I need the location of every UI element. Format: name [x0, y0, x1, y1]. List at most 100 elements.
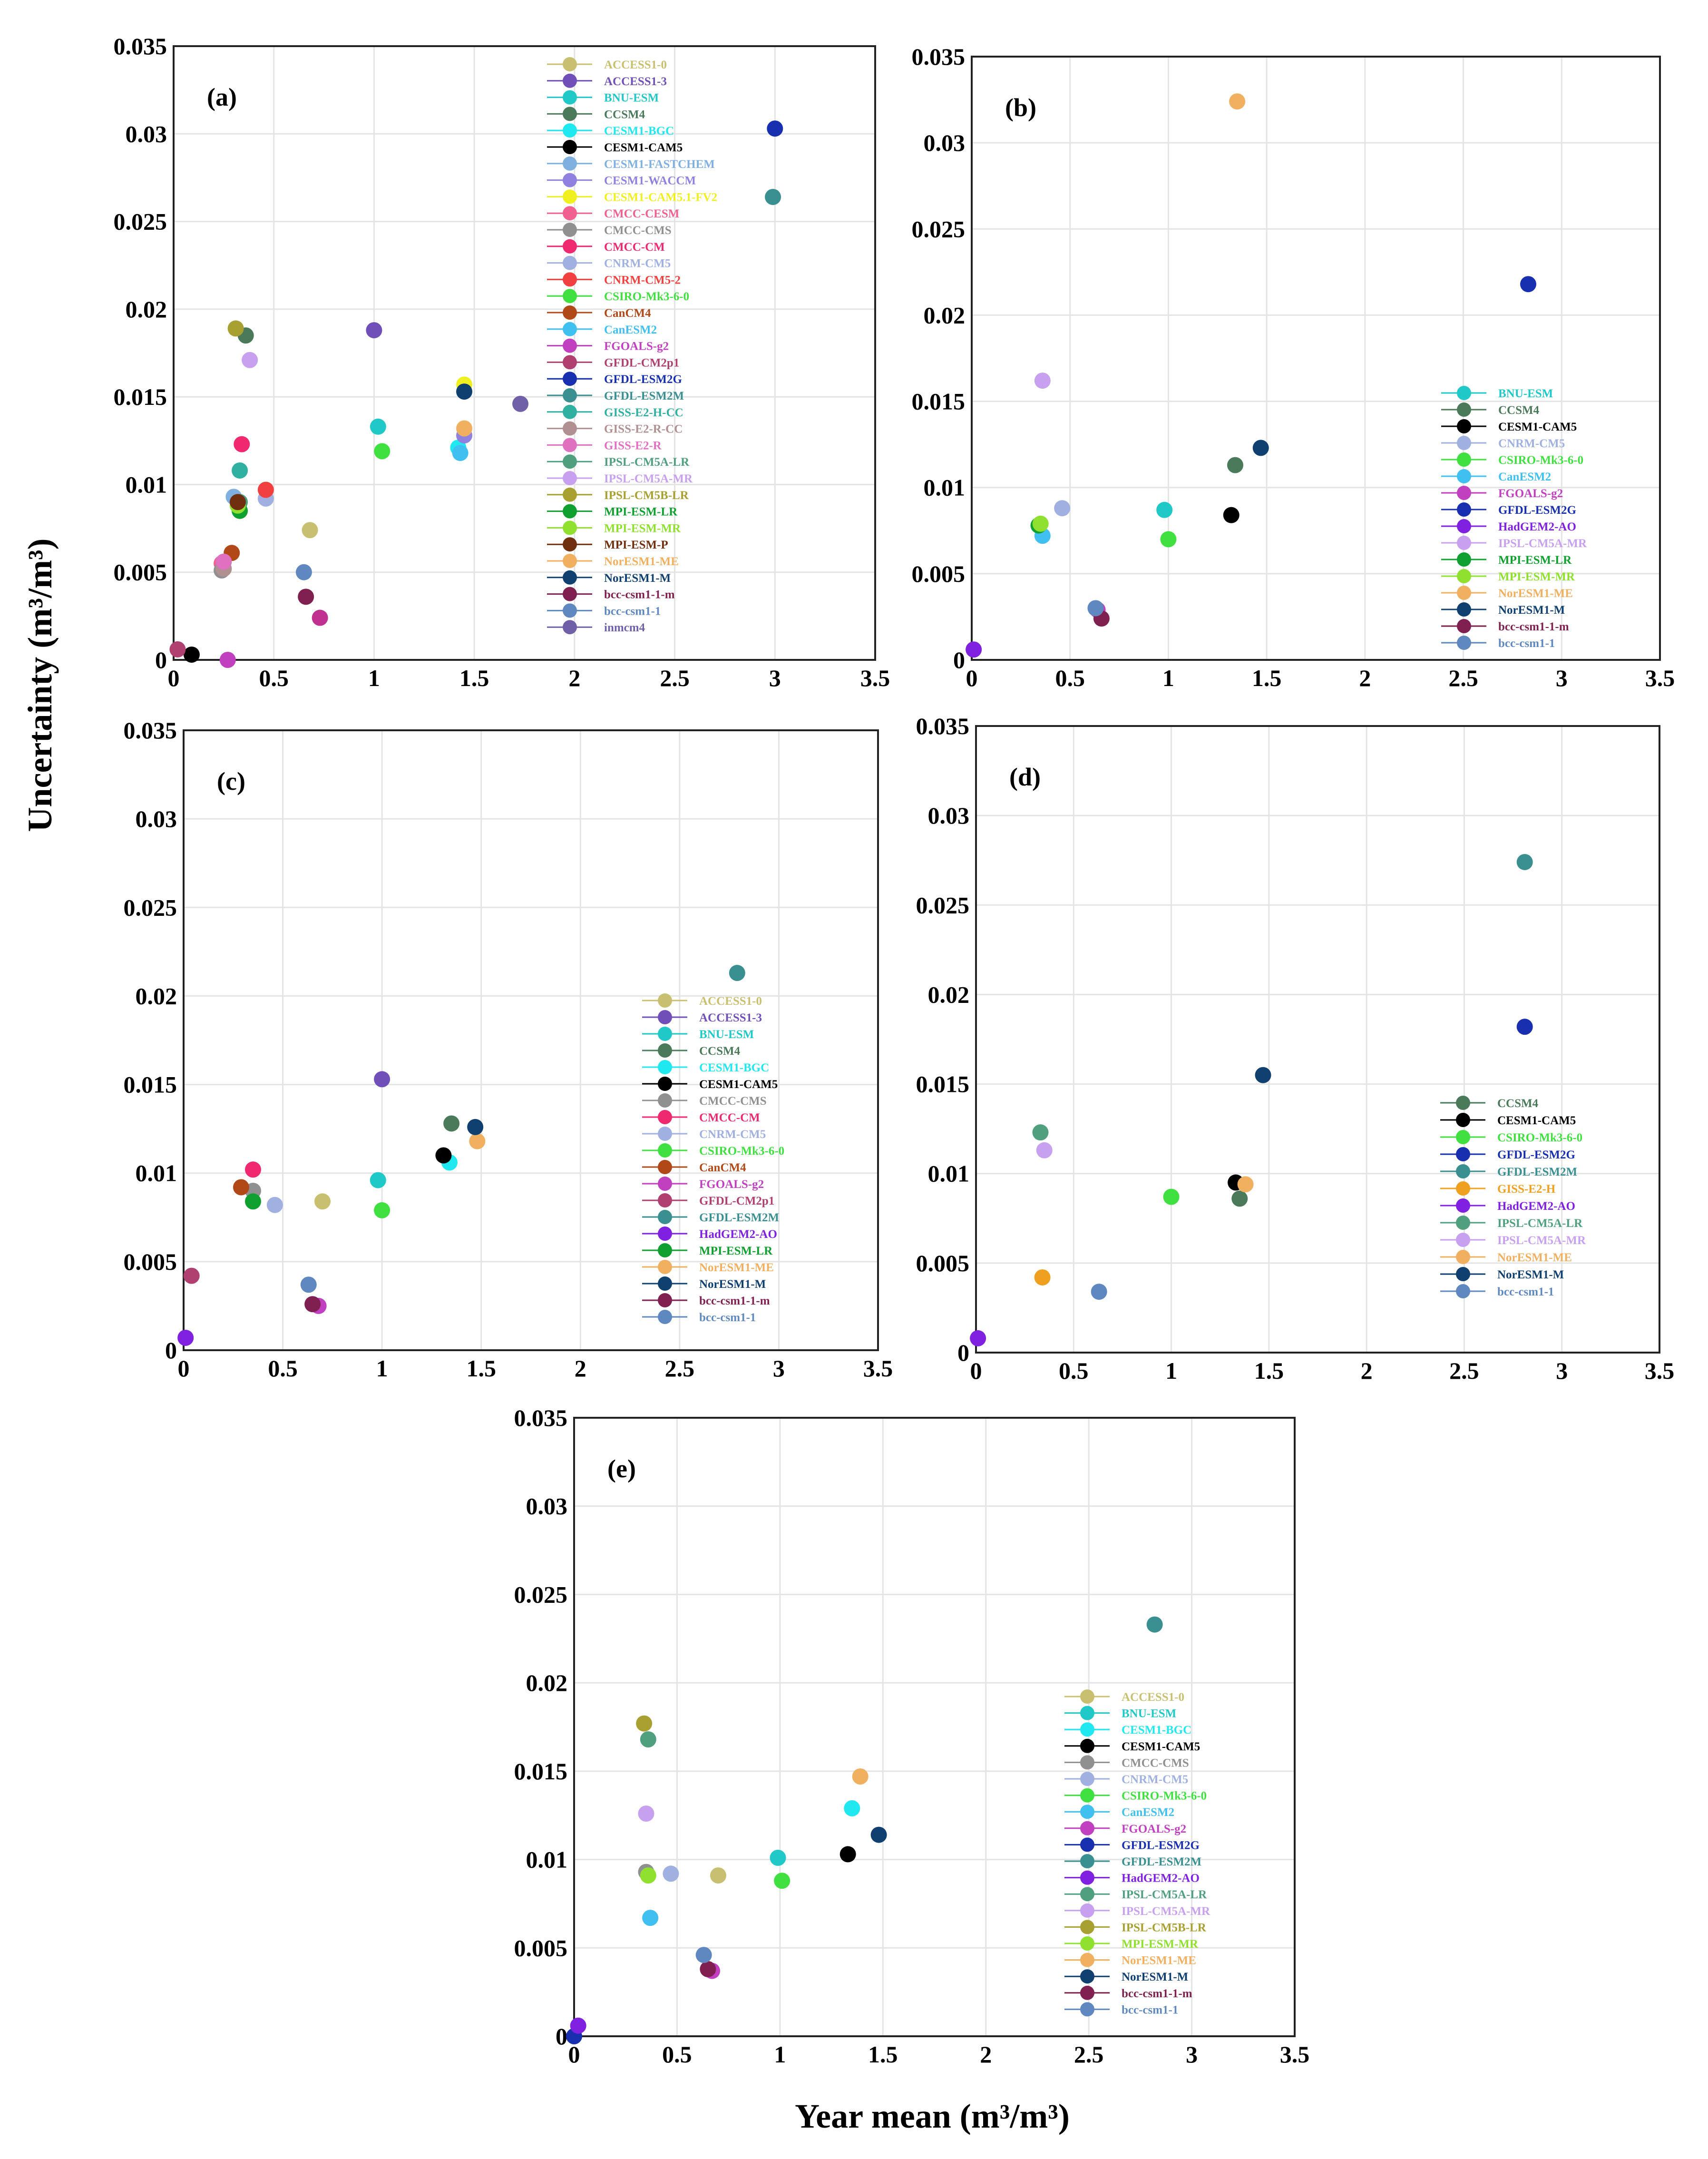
legend-marker: [1457, 636, 1471, 650]
legend-marker: [563, 554, 577, 568]
data-point: [852, 1768, 869, 1785]
y-tick-label: 0.025: [114, 208, 167, 235]
legend-marker: [658, 1310, 672, 1324]
x-tick-label: 0.5: [662, 2041, 692, 2068]
y-tick-label: 0.005: [114, 559, 167, 586]
data-point: [1229, 93, 1246, 110]
data-point: [266, 1197, 283, 1213]
y-tick-label: 0.035: [912, 43, 966, 70]
legend-marker: [1456, 1147, 1470, 1161]
legend-marker: [1080, 1953, 1094, 1967]
legend-label: IPSL-CM5A-MR: [604, 472, 693, 485]
x-tick-label: 1.5: [1254, 1357, 1284, 1384]
legend-marker: [1457, 536, 1471, 550]
legend-marker: [658, 1293, 672, 1307]
y-tick-label: 0.02: [126, 296, 167, 323]
data-point: [839, 1846, 856, 1863]
y-tick-label: 0.03: [136, 805, 177, 832]
data-point: [1223, 507, 1240, 523]
data-point: [710, 1867, 726, 1884]
legend-label: ACCESS1-0: [604, 59, 667, 71]
data-point: [1231, 1190, 1248, 1207]
legend-marker: [1080, 1920, 1094, 1934]
legend-marker: [563, 255, 577, 270]
legend-marker: [1080, 1805, 1094, 1819]
legend-marker: [563, 305, 577, 320]
legend-marker: [658, 1227, 672, 1241]
legend-marker: [1456, 1250, 1470, 1264]
legend-label: bcc-csm1-1-m: [1498, 620, 1569, 633]
y-axis-title: Uncertainty (m³/m³): [21, 539, 59, 832]
legend-label: CESM1-CAM5: [604, 141, 683, 154]
legend-label: FGOALS-g2: [699, 1178, 764, 1191]
legend-marker: [1080, 1772, 1094, 1786]
legend-label: HadGEM2-AO: [1498, 520, 1576, 533]
legend: ACCESS1-0 BNU-ESM CESM1-BGC CESM1-CAM5 CMCC-…: [1064, 1689, 1210, 2017]
legend-label: CanCM4: [604, 307, 651, 320]
y-tick-label: 0.01: [924, 474, 966, 501]
data-point: [966, 641, 982, 658]
legend-label: BNU-ESM: [699, 1028, 754, 1041]
legend-marker: [1080, 1722, 1094, 1737]
data-point: [302, 522, 318, 539]
data-point: [245, 1161, 261, 1178]
legend-marker: [658, 1143, 672, 1158]
legend-marker: [1080, 1870, 1094, 1885]
x-tick-label: 3.5: [863, 1355, 893, 1382]
panel-1: 0 0.5 1 1.5 2 2.5 3 3.5 0 0.005 0.01 0.015 0.02 0.025…: [114, 33, 890, 691]
data-point: [183, 646, 200, 663]
legend-label: CNRM-CM5-2: [604, 274, 681, 286]
legend-label: CESM1-BGC: [1122, 1724, 1191, 1737]
legend-label: IPSL-CM5A-LR: [604, 456, 690, 469]
legend-marker: [563, 90, 577, 105]
x-tick-label: 3: [773, 1355, 785, 1382]
y-tick-label: 0.015: [124, 1071, 177, 1098]
data-point: [183, 1267, 200, 1284]
data-point: [469, 1133, 486, 1149]
legend-label: CNRM-CM5: [604, 257, 671, 270]
x-tick-label: 0: [568, 2041, 580, 2068]
y-tick-label: 0.03: [526, 1493, 568, 1520]
x-tick-label: 2: [575, 1355, 586, 1382]
axes-frame: [971, 56, 1661, 661]
legend-label: CMCC-CM: [699, 1111, 760, 1124]
data-point: [232, 462, 248, 479]
legend-label: MPI-ESM-LR: [1498, 554, 1572, 567]
data-point: [1054, 500, 1071, 517]
y-tick-label: 0.025: [124, 894, 177, 921]
legend-label: MPI-ESM-MR: [604, 522, 681, 535]
legend-label: NorESM1-M: [1497, 1268, 1564, 1281]
y-tick-label: 0.02: [924, 302, 966, 328]
plot-area: [976, 726, 1659, 1353]
legend-label: bcc-csm1-1: [699, 1311, 756, 1324]
y-tick-label: 0.005: [514, 1934, 568, 1961]
data-point: [663, 1865, 679, 1882]
legend-label: CESM1-CAM5.1-FV2: [604, 191, 717, 204]
y-tick-label: 0.03: [126, 120, 167, 147]
legend-label: NorESM1-M: [1122, 1971, 1188, 1983]
y-tick-label: 0.005: [912, 560, 966, 587]
y-tick-label: 0.01: [928, 1160, 970, 1187]
y-tick-label: 0.015: [114, 383, 167, 410]
legend-label: inmcm4: [604, 621, 645, 634]
legend-marker: [658, 993, 672, 1008]
legend-label: NorESM1-M: [699, 1278, 766, 1291]
legend-marker: [1080, 1887, 1094, 1902]
data-point: [169, 641, 186, 658]
legend-label: IPSL-CM5A-MR: [1497, 1234, 1586, 1247]
legend-marker: [1457, 552, 1471, 567]
legend-label: CESM1-CAM5: [1497, 1114, 1576, 1127]
data-point: [642, 1910, 659, 1926]
legend-label: NorESM1-M: [1498, 604, 1565, 617]
x-tick-label: 2: [1359, 665, 1371, 691]
legend-label: GFDL-CM2p1: [604, 356, 679, 369]
data-point: [370, 1172, 386, 1188]
legend-label: CanESM2: [604, 324, 657, 336]
legend-marker: [563, 123, 577, 138]
legend: ACCESS1-0 ACCESS1-3 BNU-ESM CCSM4 CESM1-BGC C…: [642, 993, 784, 1324]
legend-label: CMCC-CESM: [604, 207, 679, 220]
legend-label: bcc-csm1-1: [604, 605, 661, 618]
legend-marker: [563, 520, 577, 535]
legend-label: CESM1-FASTCHEM: [604, 158, 715, 171]
data-point: [456, 383, 473, 400]
